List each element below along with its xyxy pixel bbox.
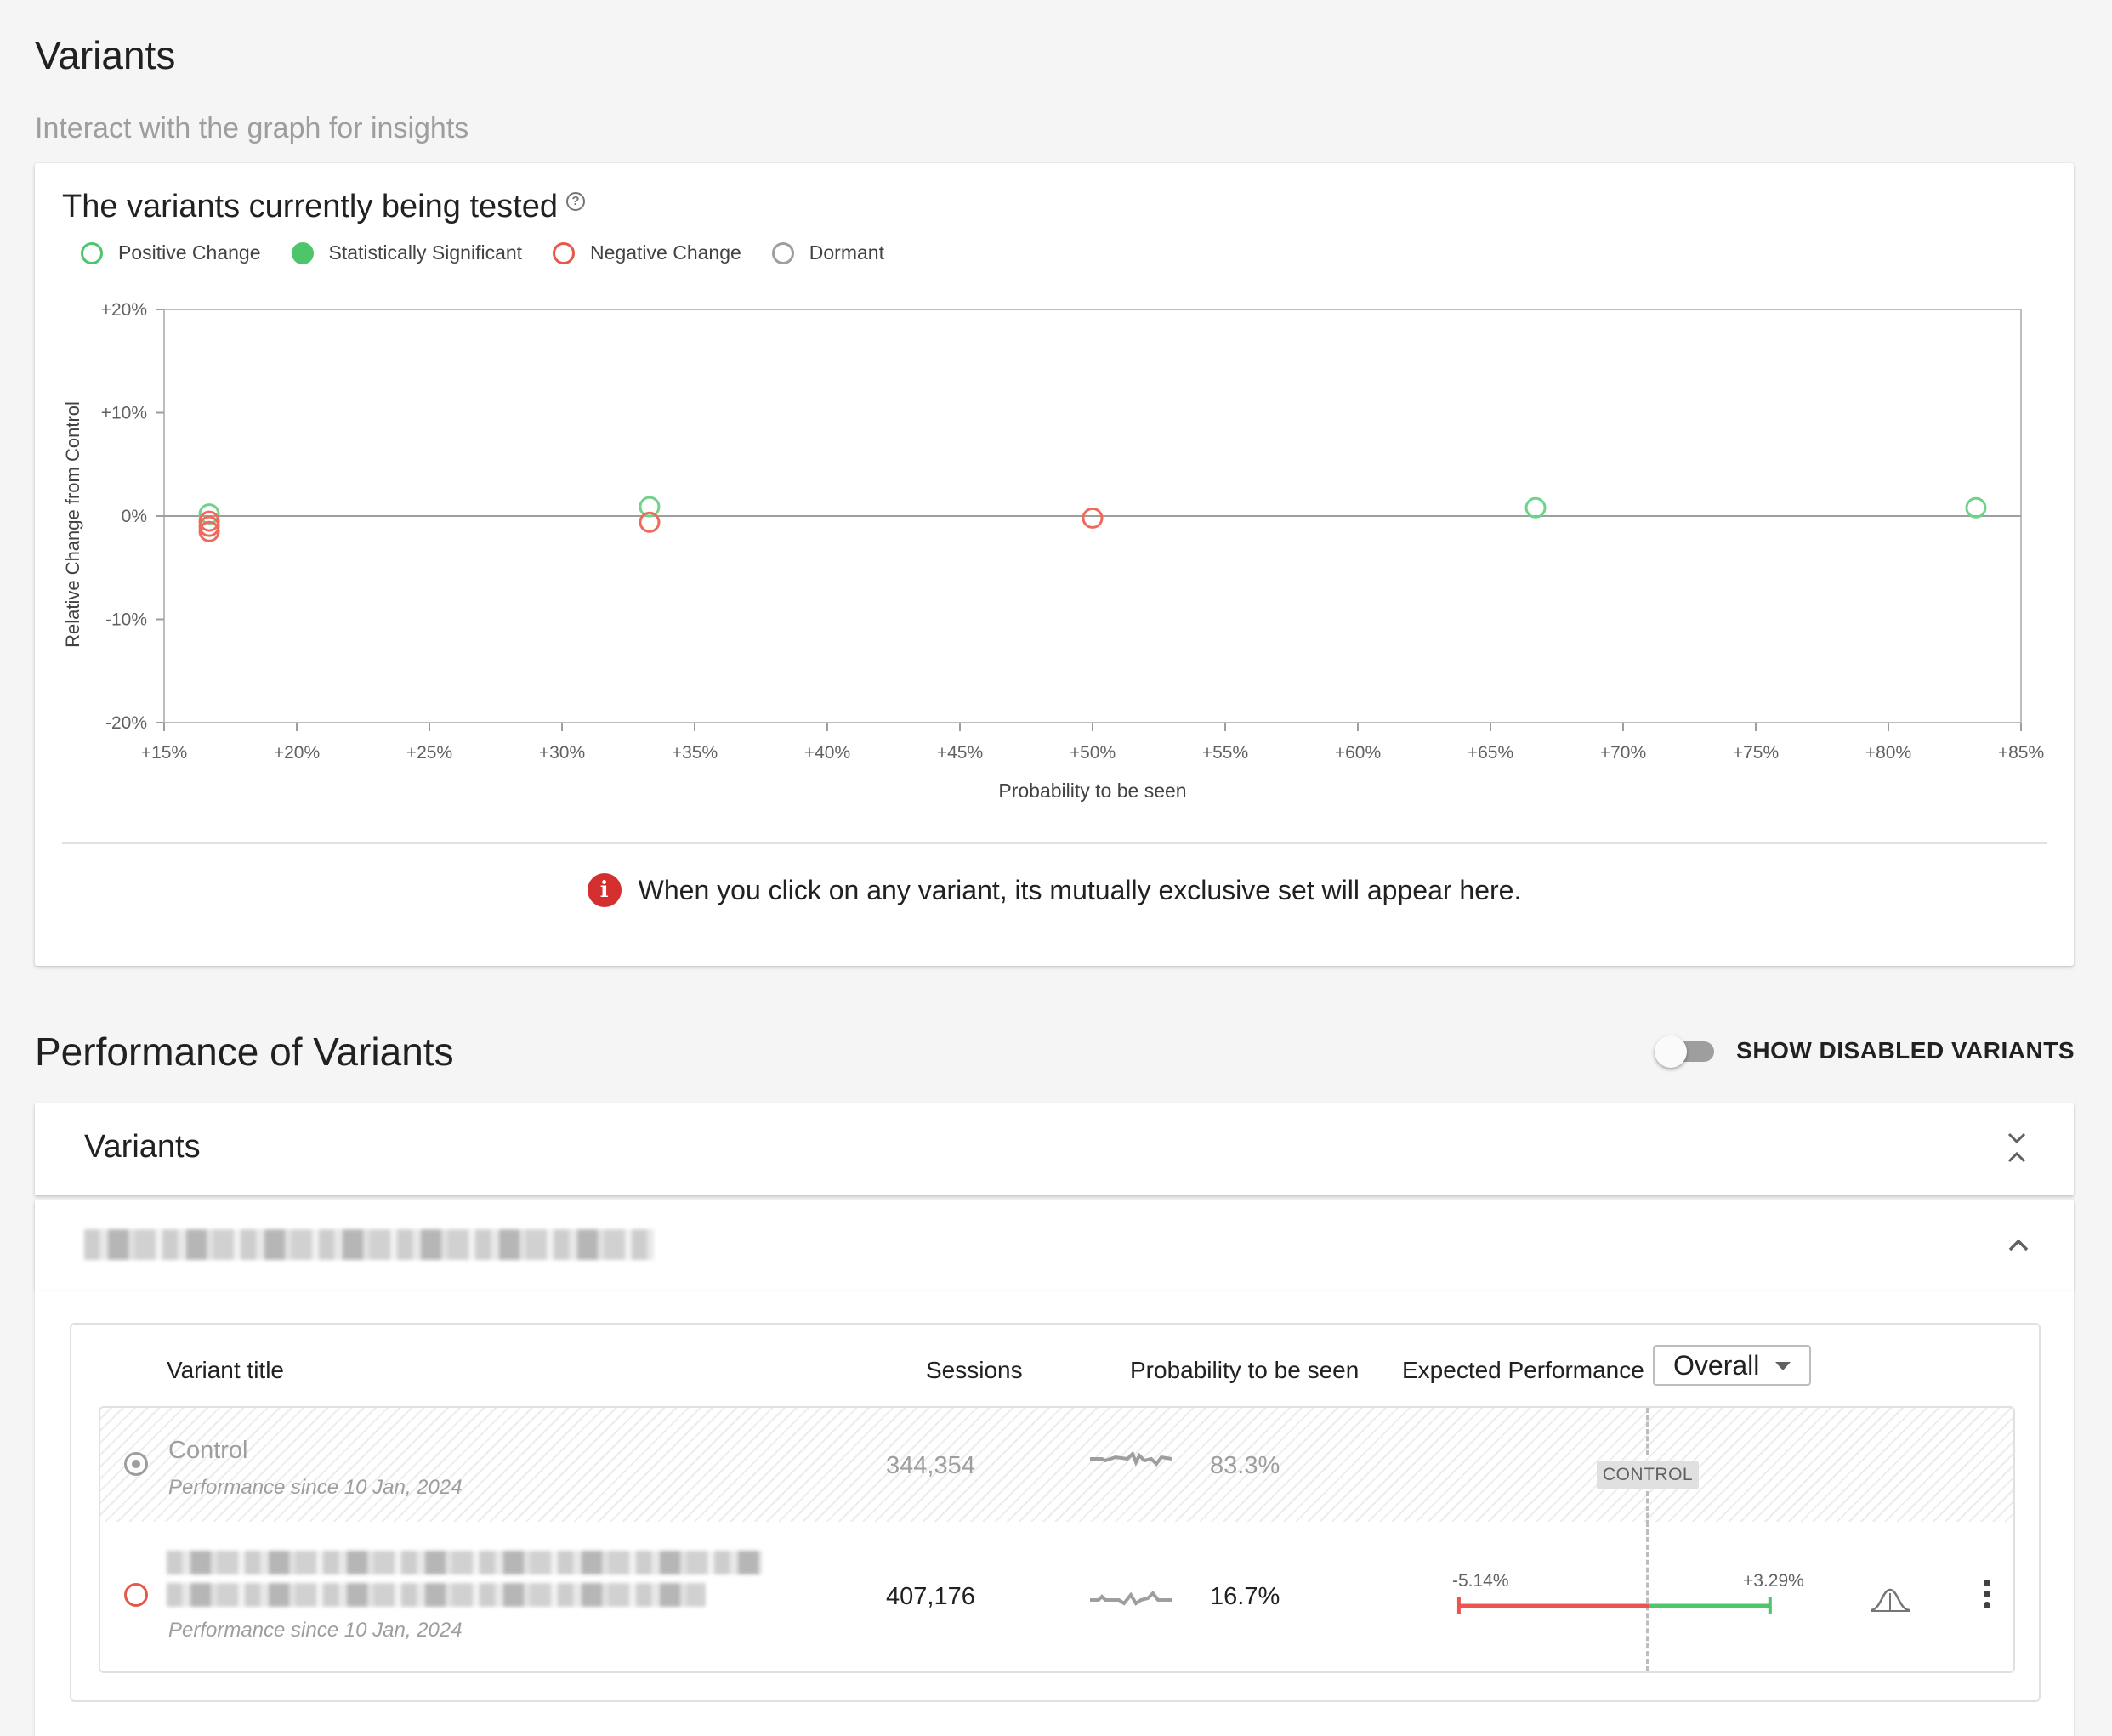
chart-title: The variants currently being tested ? bbox=[62, 189, 585, 225]
redacted-group-name bbox=[84, 1229, 654, 1260]
page-title: Variants bbox=[35, 33, 176, 77]
data-point[interactable] bbox=[639, 496, 661, 518]
x-tick-label: +55% bbox=[1202, 743, 1248, 763]
sessions-value: 407,176 bbox=[886, 1583, 975, 1610]
variants-section-title: Variants bbox=[84, 1129, 201, 1165]
legend-label: Negative Change bbox=[590, 241, 741, 264]
probability-value: 83.3% bbox=[1210, 1452, 1280, 1479]
chart-legend: Positive Change Statistically Significan… bbox=[81, 241, 915, 264]
chart-title-text: The variants currently being tested bbox=[62, 189, 558, 224]
help-circle-icon[interactable]: ? bbox=[565, 191, 585, 211]
more-vertical-icon[interactable] bbox=[1981, 1580, 1993, 1615]
x-tick-label: +85% bbox=[1998, 743, 2044, 763]
sessions-value: 344,354 bbox=[886, 1452, 975, 1479]
bell-curve-icon[interactable] bbox=[1869, 1586, 1911, 1614]
data-point[interactable] bbox=[1082, 507, 1104, 529]
info-text: When you click on any variant, its mutua… bbox=[638, 874, 1522, 905]
chart-divider bbox=[62, 842, 2047, 844]
legend-marker-significant bbox=[291, 241, 314, 264]
show-disabled-variants: SHOW DISABLED VARIANTS bbox=[1655, 1035, 2075, 1068]
legend-marker-positive bbox=[81, 241, 103, 264]
variants-table-card: Variant title Sessions Probability to be… bbox=[35, 1291, 2074, 1736]
x-tick-label: +30% bbox=[539, 743, 585, 763]
data-point[interactable] bbox=[1965, 496, 1987, 519]
legend-item-positive[interactable]: Positive Change bbox=[81, 241, 261, 264]
y-tick-label: -10% bbox=[105, 610, 147, 630]
toggle-thumb bbox=[1655, 1035, 1688, 1068]
header-sessions: Sessions bbox=[926, 1357, 1023, 1383]
x-tick-label: +50% bbox=[1070, 743, 1116, 763]
show-disabled-toggle[interactable] bbox=[1655, 1035, 1715, 1068]
y-axis-label: Relative Change from Control bbox=[62, 401, 83, 648]
data-point[interactable] bbox=[198, 520, 220, 542]
table-row-control[interactable]: Control Performance since 10 Jan, 2024 3… bbox=[99, 1406, 2015, 1525]
data-point[interactable] bbox=[198, 510, 220, 532]
alert-circle-icon: i bbox=[587, 873, 622, 907]
legend-item-significant[interactable]: Statistically Significant bbox=[291, 241, 523, 264]
select-value: Overall bbox=[1673, 1350, 1760, 1381]
page-subtitle: Interact with the graph for insights bbox=[35, 112, 469, 145]
variants-table: Variant title Sessions Probability to be… bbox=[70, 1323, 2041, 1702]
x-tick-label: +65% bbox=[1468, 743, 1513, 763]
control-reference-line bbox=[1646, 1408, 1649, 1455]
performance-since: Performance since 10 Jan, 2024 bbox=[168, 1476, 463, 1499]
variant-group-header[interactable] bbox=[35, 1200, 2074, 1291]
y-tick-label: 0% bbox=[122, 507, 147, 526]
variants-chart-card: The variants currently being tested ? Po… bbox=[35, 163, 2074, 966]
sparkline-icon bbox=[1090, 1590, 1172, 1606]
data-point[interactable] bbox=[1524, 496, 1547, 519]
chevron-up-icon[interactable] bbox=[2006, 1233, 2031, 1258]
x-tick-label: +15% bbox=[141, 743, 187, 763]
legend-item-negative[interactable]: Negative Change bbox=[553, 241, 741, 264]
control-reference-line bbox=[1646, 1491, 1649, 1525]
table-row-variant[interactable]: Performance since 10 Jan, 2024 407,176 1… bbox=[99, 1522, 2015, 1673]
info-message: i When you click on any variant, its mut… bbox=[35, 873, 2074, 907]
x-tick-label: +60% bbox=[1335, 743, 1381, 763]
data-point[interactable] bbox=[639, 511, 661, 533]
ci-low-label: -5.14% bbox=[1452, 1571, 1509, 1591]
legend-label: Dormant bbox=[809, 241, 884, 264]
collapse-all-icon[interactable] bbox=[2004, 1131, 2030, 1165]
x-tick-label: +45% bbox=[937, 743, 983, 763]
chevron-down-icon bbox=[1775, 1362, 1791, 1370]
legend-label: Positive Change bbox=[118, 241, 261, 264]
redacted-variant-title bbox=[167, 1583, 706, 1607]
legend-item-dormant[interactable]: Dormant bbox=[771, 241, 884, 264]
variant-radio[interactable] bbox=[124, 1583, 148, 1607]
x-tick-label: +35% bbox=[672, 743, 718, 763]
header-variant-title: Variant title bbox=[167, 1357, 284, 1383]
control-radio[interactable] bbox=[124, 1452, 148, 1476]
variants-section-header[interactable]: Variants bbox=[35, 1103, 2074, 1195]
data-point[interactable] bbox=[198, 515, 220, 537]
performance-segment-select[interactable]: Overall bbox=[1653, 1345, 1811, 1386]
legend-label: Statistically Significant bbox=[328, 241, 523, 264]
y-tick-label: +20% bbox=[101, 300, 147, 320]
header-expected-performance: Expected Performance bbox=[1402, 1357, 1644, 1383]
x-tick-label: +20% bbox=[274, 743, 320, 763]
y-tick-label: -20% bbox=[105, 713, 147, 733]
confidence-interval-bar[interactable] bbox=[1444, 1593, 1801, 1619]
header-probability: Probability to be seen bbox=[1130, 1357, 1360, 1383]
x-tick-label: +25% bbox=[406, 743, 452, 763]
x-tick-label: +40% bbox=[804, 743, 850, 763]
redacted-variant-title bbox=[167, 1551, 762, 1574]
legend-marker-negative bbox=[553, 241, 576, 264]
sparkline-icon bbox=[1090, 1450, 1172, 1467]
performance-since: Performance since 10 Jan, 2024 bbox=[168, 1619, 463, 1642]
ci-high-label: +3.29% bbox=[1743, 1571, 1804, 1591]
legend-marker-dormant bbox=[771, 241, 794, 264]
control-badge: CONTROL bbox=[1597, 1461, 1699, 1489]
control-reference-line bbox=[1646, 1522, 1649, 1671]
variant-title: Control bbox=[168, 1437, 248, 1464]
x-tick-label: +75% bbox=[1733, 743, 1779, 763]
x-tick-label: +80% bbox=[1865, 743, 1911, 763]
x-tick-label: +70% bbox=[1600, 743, 1646, 763]
performance-title: Performance of Variants bbox=[35, 1030, 454, 1074]
probability-value: 16.7% bbox=[1210, 1583, 1280, 1610]
toggle-label: SHOW DISABLED VARIANTS bbox=[1736, 1037, 2075, 1064]
scatter-chart[interactable]: +15% +20% +25% +30% +35% +40% +45% +50% +55% +60%… bbox=[35, 163, 2074, 843]
x-axis-label: Probability to be seen bbox=[998, 780, 1186, 802]
y-tick-label: +10% bbox=[101, 404, 147, 423]
